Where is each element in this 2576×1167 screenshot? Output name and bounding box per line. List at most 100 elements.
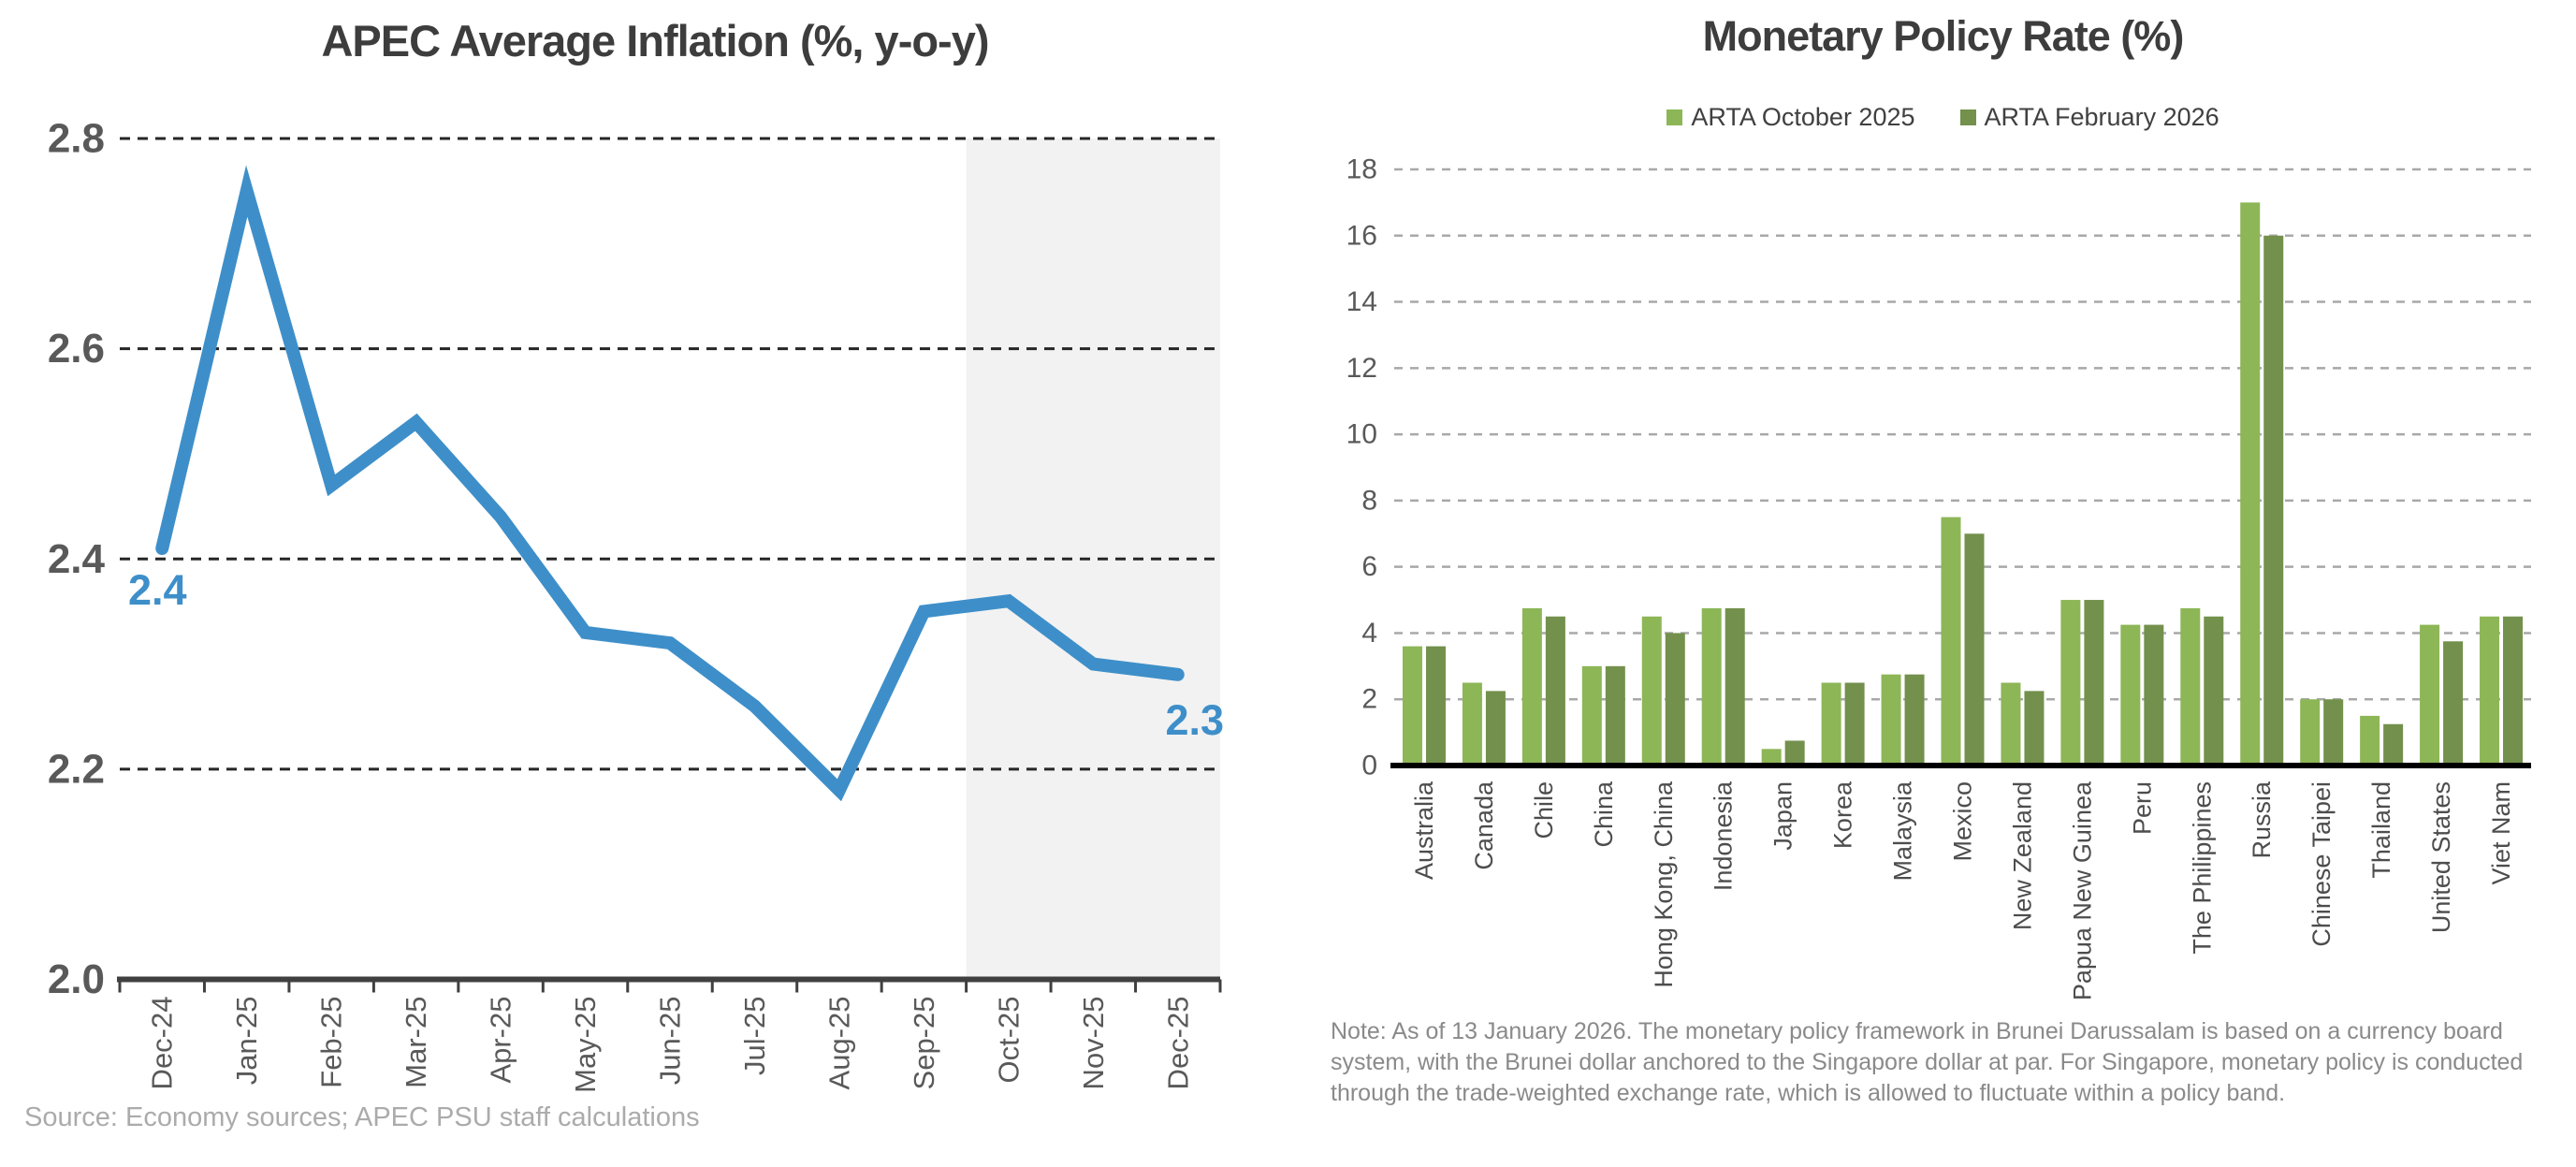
bar-korea (1821, 682, 1841, 766)
y-axis-tick-label: 2.0 (48, 956, 105, 1002)
bar-papua-new-guinea (2084, 600, 2104, 766)
x-axis-tick-label: Chinese Taipei (2307, 781, 2336, 947)
inflation-line-chart: 2.0 2.2 2.4 2.6 2.8 Dec-24 Jan-25 Feb-25 Mar-25 A… (48, 116, 1224, 1093)
bar-chile (1521, 607, 1542, 766)
left-chart-title: APEC Average Inflation (%, y-o-y) (321, 16, 989, 66)
x-axis-tick-label: May-25 (569, 997, 602, 1093)
legend-item-arta-february-2026: ARTA February 2026 (1959, 103, 2219, 132)
bar-united-states (2420, 624, 2440, 766)
x-axis-tick-label: Apr-25 (485, 997, 517, 1084)
x-axis-tick-label: Viet Nam (2487, 781, 2515, 885)
bar-chinese-taipei (2300, 699, 2321, 766)
right-chart-note: Note: As of 13 January 2026. The monetar… (1331, 1018, 2524, 1106)
x-axis-tick-label: Mexico (1949, 781, 1977, 862)
legend-label: ARTA October 2025 (1691, 103, 1915, 131)
y-axis-tick-label: 14 (1346, 286, 1377, 317)
y-axis-tick-label: 0 (1361, 751, 1377, 781)
x-axis-tick-label: China (1590, 780, 1618, 848)
right-chart-legend: ARTA October 2025 ARTA February 2026 (1310, 103, 2576, 132)
bar-australia (1402, 646, 1422, 766)
bar-chinese-taipei (2323, 699, 2344, 766)
legend-swatch-february-icon (1959, 109, 1976, 125)
bar-new-zealand (2024, 691, 2045, 766)
bar-chile (1545, 616, 1565, 766)
bar-china (1581, 665, 1602, 766)
x-axis-tick-label: Jan-25 (230, 997, 263, 1086)
bar-malaysia (1881, 674, 1901, 766)
bar-united-states (2443, 641, 2464, 766)
bar-peru (2120, 624, 2141, 766)
data-point-label: 2.4 (128, 566, 187, 614)
bar-mexico (1941, 517, 1961, 766)
x-axis-tick-label: Peru (2128, 781, 2156, 835)
x-axis-tick-label: Hong Kong, China (1650, 780, 1678, 988)
y-axis-tick-label: 6 (1361, 551, 1377, 582)
bar-viet-nam (2503, 616, 2524, 766)
legend-swatch-october-icon (1666, 109, 1683, 125)
x-axis-tick-label: Australia (1410, 780, 1438, 880)
bar-thailand (2383, 723, 2404, 766)
x-axis-tick-label: Mar-25 (400, 997, 432, 1088)
x-axis-tick-label: Sep-25 (908, 997, 940, 1090)
data-point-label: 2.3 (1165, 696, 1224, 744)
y-axis-tick-label: 2.2 (48, 746, 105, 792)
y-axis-tick-label: 2 (1361, 684, 1377, 715)
x-axis-tick-label: Russia (2248, 780, 2276, 859)
x-axis-tick-label: Jul-25 (738, 997, 771, 1075)
bar-papua-new-guinea (2060, 600, 2081, 766)
bar-peru (2144, 624, 2164, 766)
x-axis-tick-label: Jun-25 (654, 997, 687, 1086)
bar-australia (1425, 646, 1446, 766)
x-axis-tick-label: Korea (1829, 780, 1857, 849)
bar-viet-nam (2480, 616, 2500, 766)
bar-indonesia (1725, 607, 1745, 766)
right-chart-title: Monetary Policy Rate (%) (1702, 12, 2185, 60)
bar-korea (1844, 682, 1865, 766)
y-axis-tick-label: 2.8 (48, 116, 105, 162)
bar-mexico (1964, 533, 1985, 766)
x-axis-tick-label: Feb-25 (315, 997, 348, 1088)
y-axis-tick-label: 12 (1346, 353, 1377, 384)
x-axis-tick-label: Japan (1769, 781, 1797, 851)
x-axis-tick-label: Dec-24 (146, 997, 179, 1090)
x-axis-tick-label: Nov-25 (1077, 997, 1110, 1090)
x-axis-tick-label: Thailand (2367, 781, 2395, 879)
bar-canada (1485, 691, 1506, 766)
bar-hong-kong-china (1641, 616, 1662, 766)
legend-item-arta-october-2025: ARTA October 2025 (1666, 103, 1915, 132)
y-axis-tick-label: 16 (1346, 220, 1377, 251)
y-axis-tick-label: 8 (1361, 485, 1377, 516)
bar-china (1605, 665, 1625, 766)
x-axis-tick-label: Papua New Guinea (2068, 780, 2096, 1000)
x-axis-tick-label: Malaysia (1889, 780, 1917, 882)
x-axis-tick-label: Aug-25 (822, 997, 855, 1090)
bar-russia (2240, 202, 2261, 766)
legend-label: ARTA February 2026 (1984, 103, 2219, 131)
source-text: Source: Economy sources; APEC PSU staff … (24, 1102, 700, 1132)
x-axis-tick-label: Canada (1470, 780, 1498, 870)
y-axis-tick-label: 2.6 (48, 326, 105, 372)
policy-rate-bar-chart: 0 2 4 6 8 10 12 14 16 18 Australia Canada Chile China… (1346, 154, 2531, 1000)
bar-russia (2263, 235, 2284, 766)
bar-the-philippines (2180, 607, 2201, 766)
x-axis-tick-label: New Zealand (2008, 781, 2036, 930)
x-axis-tick-label: Indonesia (1710, 780, 1738, 891)
bar-canada (1462, 682, 1482, 766)
bar-indonesia (1701, 607, 1722, 766)
x-axis-tick-label: United States (2427, 781, 2455, 933)
y-axis-tick-label: 10 (1346, 419, 1377, 450)
bar-japan (1761, 749, 1782, 766)
y-axis-tick-label: 18 (1346, 154, 1377, 185)
bar-the-philippines (2204, 616, 2224, 766)
bar-japan (1784, 740, 1805, 766)
x-axis-tick-label: Oct-25 (992, 997, 1025, 1084)
x-axis-tick-label: The Philippines (2188, 781, 2216, 955)
forecast-shaded-region (966, 139, 1220, 977)
bar-hong-kong-china (1665, 633, 1685, 766)
bar-thailand (2360, 715, 2380, 766)
y-axis-tick-label: 4 (1361, 618, 1377, 649)
x-axis-tick-label: Chile (1530, 781, 1558, 839)
bar-new-zealand (2001, 682, 2021, 766)
inflation-line-series (155, 165, 1185, 802)
bar-malaysia (1904, 674, 1925, 766)
